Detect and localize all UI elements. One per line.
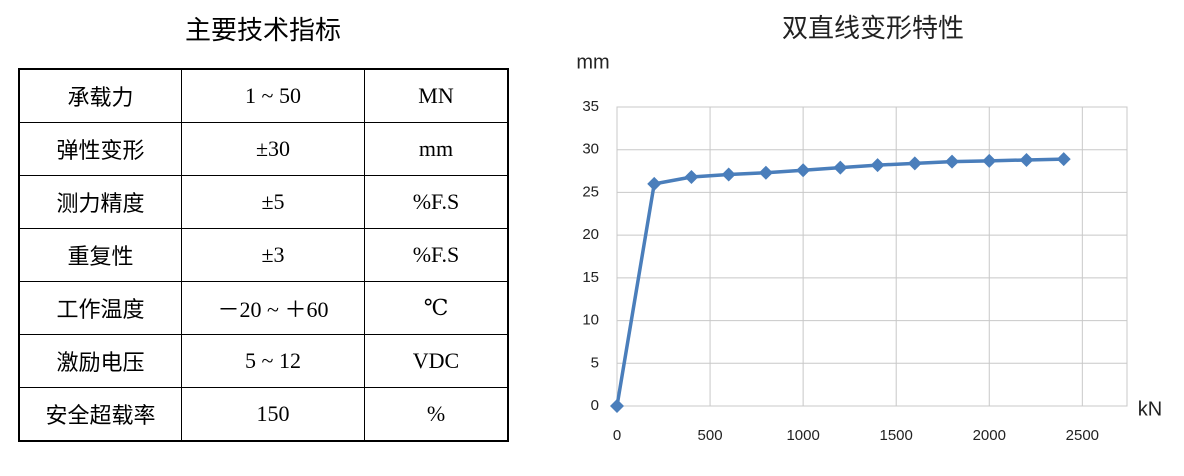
data-point	[684, 170, 699, 185]
table-cell: mm	[364, 122, 509, 176]
x-tick-label: 1500	[880, 427, 913, 444]
data-point	[907, 156, 922, 171]
data-point	[721, 167, 736, 182]
table-row: 重复性 ±3 %F.S	[18, 228, 509, 282]
table-row: 安全超载率 150%	[18, 387, 509, 442]
data-point	[833, 160, 848, 175]
x-tick-label: 500	[698, 427, 723, 444]
x-tick-label: 2000	[973, 427, 1006, 444]
data-point	[647, 176, 662, 191]
table-row: 测力精度 ±5 %F.S	[18, 175, 509, 229]
x-axis-label: kN	[1138, 398, 1162, 420]
y-tick-label: 5	[591, 354, 599, 371]
table-cell: 重复性	[18, 228, 182, 282]
data-point	[610, 399, 624, 413]
table-cell: VDC	[364, 334, 509, 388]
data-point	[982, 153, 997, 168]
table-cell: %F.S	[364, 228, 509, 282]
table-cell: %F.S	[364, 175, 509, 229]
data-point	[796, 163, 811, 178]
data-point	[870, 158, 885, 173]
plot-border	[616, 106, 1128, 407]
table-row: 激励电压 5 ~ 12 VDC	[18, 334, 509, 388]
y-tick-label: 0	[591, 397, 599, 414]
table-cell: 安全超载率	[18, 387, 182, 442]
table-cell: －20 ~ ＋60	[181, 281, 365, 335]
data-point	[758, 165, 773, 180]
y-tick-label: 10	[582, 312, 599, 329]
y-tick-label: 30	[582, 141, 599, 158]
table-cell: 150	[181, 387, 365, 442]
data-point	[945, 154, 960, 169]
chart-title: 双直线变形特性	[782, 13, 964, 43]
y-tick-label: 15	[582, 269, 599, 286]
x-tick-label: 2500	[1066, 427, 1099, 444]
table-cell: %	[364, 387, 509, 442]
x-tick-label: 1000	[786, 427, 819, 444]
data-point	[1019, 152, 1034, 167]
data-point	[1056, 152, 1071, 167]
y-tick-label: 25	[582, 183, 599, 200]
table-cell: ℃	[364, 281, 509, 335]
table-row: 弹性变形 ±30 mm	[18, 122, 509, 176]
table-cell: 测力精度	[18, 175, 182, 229]
x-tick-label: 0	[613, 427, 621, 444]
spec-table: 承载力 1 ~ 50 MN 弹性变形 ±30 mm 测力精度 ±5 %F.S 重复性 ±3 %F.S 工…	[18, 68, 509, 442]
table-cell: ±3	[181, 228, 365, 282]
table-cell: MN	[364, 68, 509, 123]
table-cell: ±5	[181, 175, 365, 229]
y-tick-label: 35	[582, 98, 599, 115]
table-cell: 工作温度	[18, 281, 182, 335]
table-cell: 弹性变形	[18, 122, 182, 176]
table-row: 工作温度 －20 ~ ＋60 ℃	[18, 281, 509, 335]
data-line	[615, 157, 1064, 407]
table-cell: ±30	[181, 122, 365, 176]
y-axis-label: mm	[576, 51, 609, 73]
table-cell: 5 ~ 12	[181, 334, 365, 388]
table-cell: 激励电压	[18, 334, 182, 388]
y-tick-label: 20	[582, 226, 599, 243]
table-title: 主要技术指标	[184, 16, 341, 45]
